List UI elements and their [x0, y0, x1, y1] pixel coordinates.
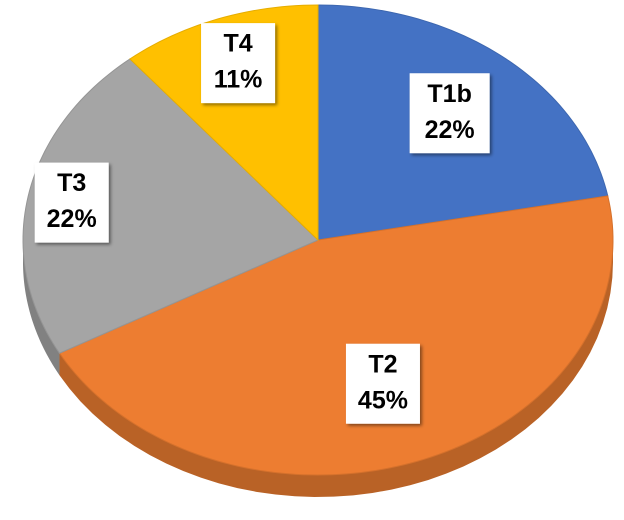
category-label: T4 — [223, 30, 252, 58]
value-label: 45% — [358, 386, 408, 414]
label-box — [345, 343, 420, 424]
value-label: 11% — [214, 66, 263, 94]
value-label: 22% — [425, 116, 475, 144]
label-box — [409, 73, 490, 154]
value-label: 22% — [47, 205, 97, 233]
label-box — [201, 23, 276, 104]
category-label: T1b — [427, 80, 471, 108]
slice — [58, 195, 614, 476]
label-box — [34, 162, 109, 243]
slice — [22, 58, 319, 354]
slice-side — [23, 240, 60, 376]
category-label: T2 — [368, 350, 397, 378]
category-label: T3 — [57, 169, 86, 197]
